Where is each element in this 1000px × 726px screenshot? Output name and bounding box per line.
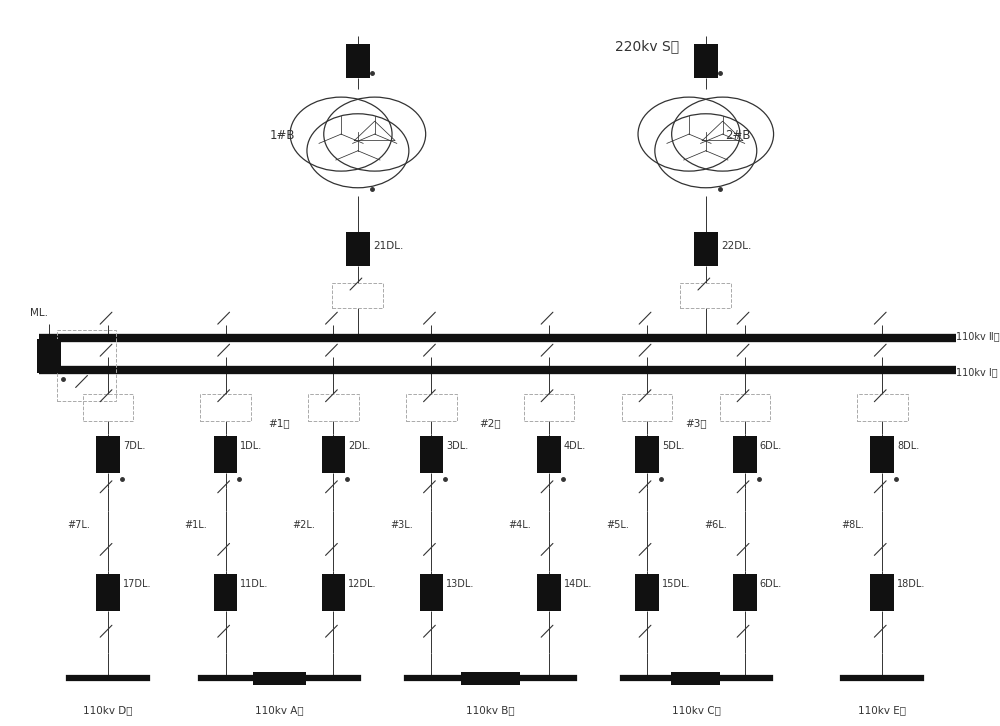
Text: 1DL.: 1DL.	[240, 441, 263, 451]
Text: 21DL.: 21DL.	[374, 240, 404, 250]
Bar	[733, 574, 757, 611]
Text: 5DL.: 5DL.	[662, 441, 684, 451]
Bar	[200, 393, 251, 420]
Bar	[96, 436, 120, 473]
Bar	[694, 44, 718, 78]
Text: 7DL.: 7DL.	[123, 441, 145, 451]
Bar	[214, 574, 237, 611]
Bar	[720, 393, 770, 420]
Bar	[96, 574, 120, 611]
Text: 110kv Ⅱ母: 110kv Ⅱ母	[956, 331, 999, 341]
Text: 11DL.: 11DL.	[240, 579, 269, 590]
Text: 110kv B站: 110kv B站	[466, 705, 515, 715]
Text: ML.: ML.	[30, 309, 48, 318]
Bar	[635, 574, 659, 611]
Bar	[57, 330, 116, 401]
Text: 12DL.: 12DL.	[348, 579, 377, 590]
Bar	[524, 393, 574, 420]
Bar	[346, 232, 370, 266]
Text: #8L.: #8L.	[841, 521, 864, 530]
Text: 4DL.: 4DL.	[564, 441, 586, 451]
Text: #2环: #2环	[479, 418, 501, 428]
Text: 14DL.: 14DL.	[564, 579, 592, 590]
Bar	[322, 436, 345, 473]
Bar	[420, 574, 443, 611]
Bar	[622, 393, 672, 420]
Bar	[694, 232, 718, 266]
Bar	[461, 672, 520, 685]
Text: #1L.: #1L.	[184, 521, 207, 530]
Bar	[83, 393, 133, 420]
Bar	[733, 436, 757, 473]
Bar	[671, 672, 720, 685]
Text: 110kv C站: 110kv C站	[672, 705, 720, 715]
Text: 110kv D站: 110kv D站	[83, 705, 133, 715]
Bar	[346, 44, 370, 78]
Text: #3L.: #3L.	[390, 521, 413, 530]
Bar	[635, 436, 659, 473]
Text: #3环: #3环	[685, 418, 707, 428]
Text: 6DL.: 6DL.	[760, 579, 782, 590]
Text: 220kv S站: 220kv S站	[615, 39, 679, 54]
Bar	[420, 436, 443, 473]
Text: 2DL.: 2DL.	[348, 441, 370, 451]
Text: #7L.: #7L.	[67, 521, 90, 530]
Bar	[537, 436, 561, 473]
Bar	[680, 282, 731, 309]
Text: 2#B: 2#B	[725, 129, 751, 142]
Bar	[406, 393, 457, 420]
Text: #4L.: #4L.	[508, 521, 531, 530]
Bar	[308, 393, 359, 420]
Text: #2L.: #2L.	[292, 521, 315, 530]
Text: 17DL.: 17DL.	[123, 579, 151, 590]
Text: 1#B: 1#B	[270, 129, 295, 142]
Text: #1环: #1环	[269, 418, 290, 428]
Bar	[214, 436, 237, 473]
Text: 18DL.: 18DL.	[897, 579, 925, 590]
Bar	[253, 672, 306, 685]
Text: 3DL.: 3DL.	[446, 441, 468, 451]
Bar	[332, 282, 383, 309]
Text: 110kv A站: 110kv A站	[255, 705, 304, 715]
Text: 13DL.: 13DL.	[446, 579, 474, 590]
Bar	[857, 393, 908, 420]
Text: #6L.: #6L.	[704, 521, 727, 530]
Bar	[537, 574, 561, 611]
Text: 15DL.: 15DL.	[662, 579, 690, 590]
Text: 22DL.: 22DL.	[721, 240, 752, 250]
Text: 6DL.: 6DL.	[760, 441, 782, 451]
Text: 110kv E站: 110kv E站	[858, 705, 906, 715]
Bar	[322, 574, 345, 611]
Text: 8DL.: 8DL.	[897, 441, 919, 451]
Bar	[870, 436, 894, 473]
Text: 110kv Ⅰ母: 110kv Ⅰ母	[956, 367, 997, 378]
Bar	[870, 574, 894, 611]
Text: #5L.: #5L.	[606, 521, 629, 530]
Bar	[37, 339, 61, 373]
